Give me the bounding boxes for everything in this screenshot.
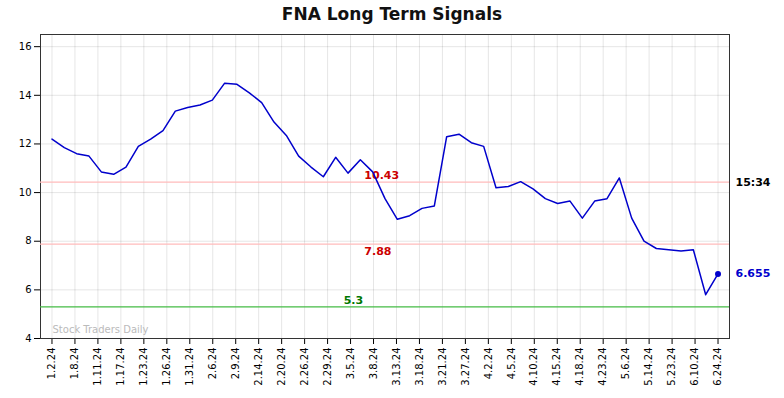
svg-text:3.13.24: 3.13.24: [391, 348, 402, 386]
svg-text:2.6.24: 2.6.24: [207, 348, 218, 380]
svg-text:2.20.24: 2.20.24: [276, 348, 287, 386]
svg-text:2.29.24: 2.29.24: [322, 348, 333, 386]
svg-text:7.88: 7.88: [364, 245, 391, 258]
svg-text:8: 8: [25, 235, 31, 246]
svg-text:1.26.24: 1.26.24: [161, 348, 172, 386]
svg-text:3.21.24: 3.21.24: [437, 348, 448, 386]
svg-text:12: 12: [19, 138, 32, 149]
svg-text:10: 10: [19, 187, 32, 198]
svg-text:2.9.24: 2.9.24: [230, 348, 241, 380]
svg-text:2.14.24: 2.14.24: [253, 348, 264, 386]
svg-text:5.14.24: 5.14.24: [643, 348, 654, 386]
svg-text:6: 6: [25, 284, 31, 295]
svg-text:4.15.24: 4.15.24: [551, 348, 562, 386]
svg-text:6.655: 6.655: [736, 267, 771, 280]
svg-text:5.23.24: 5.23.24: [666, 348, 677, 386]
svg-text:5.3: 5.3: [344, 294, 364, 307]
svg-text:3.18.24: 3.18.24: [414, 348, 425, 386]
svg-text:10.43: 10.43: [364, 169, 399, 182]
svg-text:14: 14: [19, 90, 32, 101]
svg-text:4.2.24: 4.2.24: [483, 348, 494, 380]
svg-text:6.10.24: 6.10.24: [689, 348, 700, 386]
svg-text:5.6.24: 5.6.24: [620, 348, 631, 380]
svg-text:Stock Traders Daily: Stock Traders Daily: [53, 324, 149, 335]
svg-text:1.31.24: 1.31.24: [184, 348, 195, 386]
svg-text:1.8.24: 1.8.24: [69, 348, 80, 380]
svg-text:1.2.24: 1.2.24: [46, 348, 57, 380]
svg-text:4: 4: [25, 333, 31, 344]
svg-text:4.18.24: 4.18.24: [574, 348, 585, 386]
svg-text:16: 16: [19, 41, 32, 52]
svg-text:3.27.24: 3.27.24: [460, 348, 471, 386]
svg-text:2.26.24: 2.26.24: [299, 348, 310, 386]
svg-text:1.17.24: 1.17.24: [115, 348, 126, 386]
svg-text:3.5.24: 3.5.24: [345, 348, 356, 380]
svg-text:1.23.24: 1.23.24: [138, 348, 149, 386]
svg-text:4.10.24: 4.10.24: [528, 348, 539, 386]
svg-text:4.23.24: 4.23.24: [597, 348, 608, 386]
svg-text:6.24.24: 6.24.24: [712, 348, 723, 386]
svg-text:1.11.24: 1.11.24: [92, 348, 103, 386]
html-text:FNA Long Term Signals: FNA Long Term Signals: [281, 4, 503, 24]
svg-text:15:34: 15:34: [736, 176, 771, 189]
svg-text:3.8.24: 3.8.24: [368, 348, 379, 380]
svg-text:4.5.24: 4.5.24: [506, 348, 517, 380]
